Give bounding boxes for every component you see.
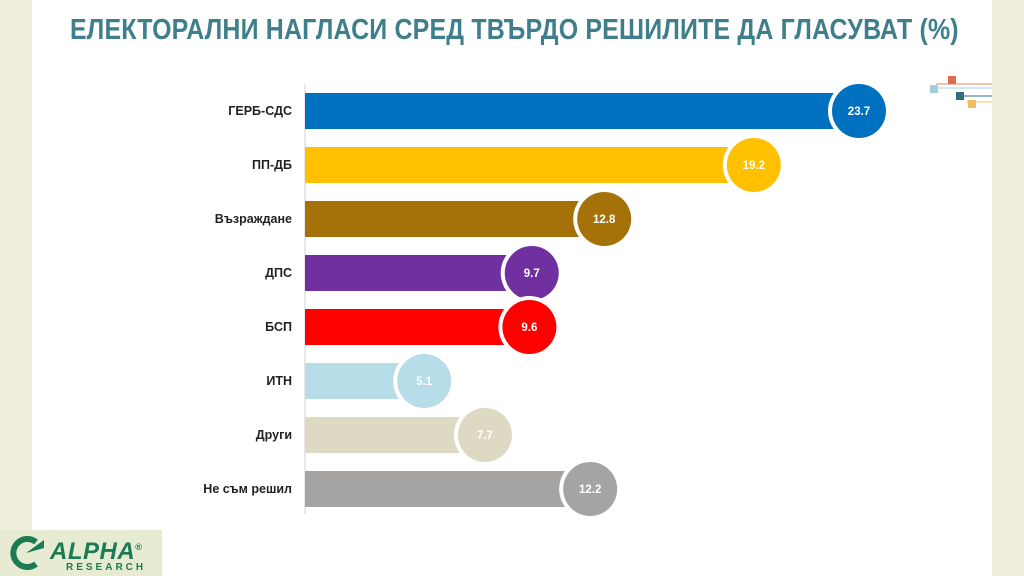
bar [305, 201, 605, 237]
decorative-squares [930, 76, 992, 108]
data-label: 19.2 [743, 160, 765, 172]
category-label: ПП-ДБ [252, 158, 292, 172]
category-label: Не съм решил [203, 482, 292, 496]
value-bubble [832, 84, 886, 138]
category-label: ИТН [266, 374, 292, 388]
bar [305, 255, 532, 291]
bar [305, 93, 859, 129]
data-label: 12.8 [593, 214, 616, 226]
bar [305, 471, 591, 507]
value-bubble [577, 192, 632, 246]
company-logo: ALPHA® RESEARCH [0, 530, 162, 576]
data-label: 7.7 [477, 430, 493, 442]
category-label: Възраждане [215, 212, 292, 226]
value-bubble [504, 246, 559, 300]
value-bubble [397, 354, 452, 408]
category-label: Други [256, 428, 292, 442]
alpha-logo-icon [10, 536, 44, 570]
category-label: ДПС [265, 266, 292, 280]
value-bubble [457, 408, 512, 462]
logo-subtitle: RESEARCH [66, 562, 147, 573]
category-label: ГЕРБ-СДС [228, 104, 292, 118]
category-label: БСП [265, 320, 292, 334]
logo-name: ALPHA® [50, 538, 143, 565]
data-label: 5.1 [416, 376, 433, 388]
data-label: 12.2 [579, 484, 601, 496]
value-bubble [563, 462, 618, 516]
chart-title: ЕЛЕКТОРАЛНИ НАГЛАСИ СРЕД ТВЪРДО РЕШИЛИТЕ… [70, 14, 959, 46]
bar [305, 147, 754, 183]
value-bubble [502, 300, 557, 354]
data-label: 9.6 [521, 322, 537, 334]
value-bubble [726, 138, 781, 192]
bar [305, 309, 530, 345]
data-label: 9.7 [524, 268, 540, 280]
data-label: 23.7 [848, 106, 870, 118]
